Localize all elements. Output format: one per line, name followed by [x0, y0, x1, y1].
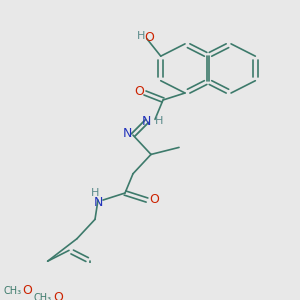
Text: O: O — [134, 85, 144, 98]
Text: H: H — [155, 116, 163, 126]
Text: O: O — [22, 284, 32, 298]
Text: N: N — [93, 196, 103, 209]
Text: H: H — [91, 188, 99, 198]
Text: O: O — [144, 31, 154, 44]
Text: O: O — [53, 291, 63, 300]
Text: CH₃: CH₃ — [4, 286, 22, 296]
Text: O: O — [149, 193, 159, 206]
Text: H: H — [136, 31, 145, 41]
Text: CH₃: CH₃ — [33, 293, 51, 300]
Text: N: N — [141, 115, 151, 128]
Text: N: N — [122, 127, 132, 140]
